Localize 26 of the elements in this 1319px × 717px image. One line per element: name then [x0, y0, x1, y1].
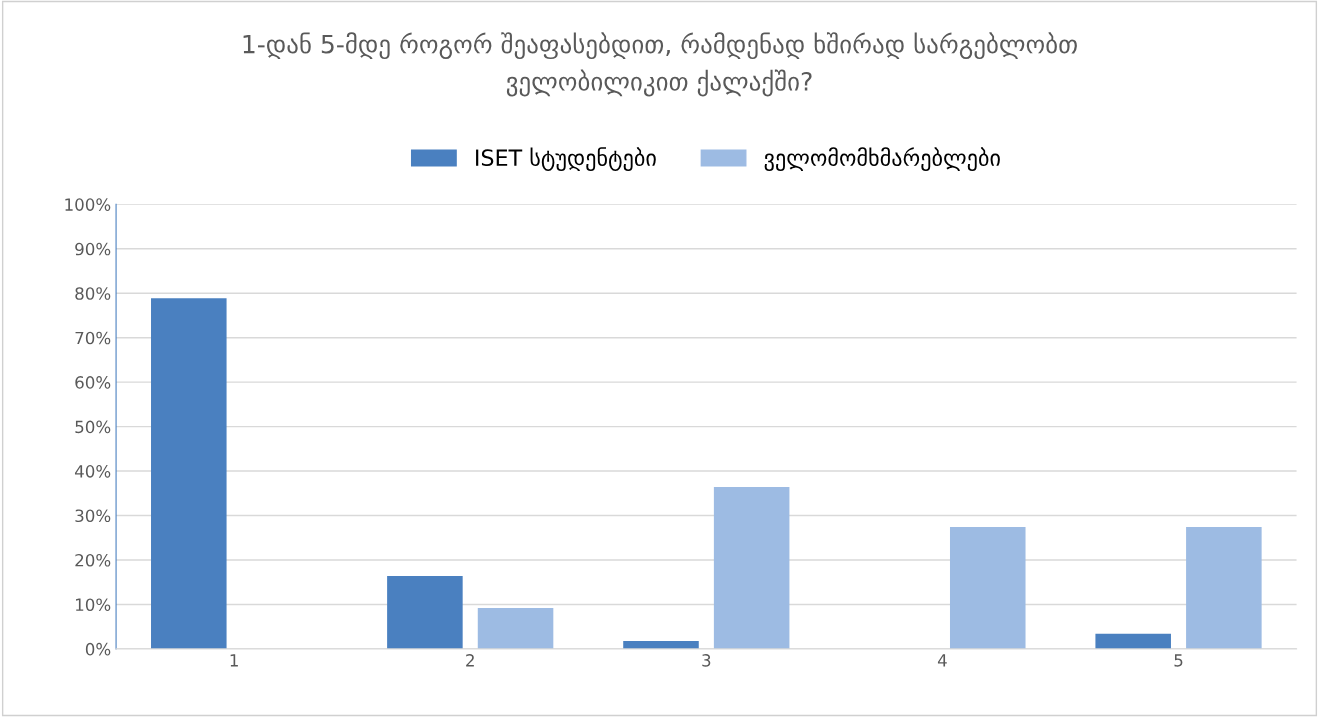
bar — [1095, 633, 1171, 649]
bar — [151, 298, 227, 649]
y-tick-label: 20% — [75, 553, 111, 567]
bar — [1186, 527, 1262, 649]
chart-title: 1-დან 5-მდე როგორ შეაფასებდით, რამდენად ხშირად სარგებლობთ ველობილიკით ქალაქში? — [243, 32, 1077, 97]
y-tick-label: 80% — [75, 287, 111, 300]
y-tick-label: 0% — [85, 642, 111, 656]
y-tick-label: 90% — [75, 242, 111, 256]
y-tick-label: 40% — [74, 465, 111, 478]
x-tick-label: 1 — [230, 654, 238, 667]
y-tick-label: 100% — [65, 198, 111, 211]
legend-label: ველომომხმარებლები — [764, 147, 1000, 172]
y-tick-label: 50% — [75, 420, 111, 434]
bar — [713, 487, 790, 649]
y-tick-label: 10% — [76, 598, 111, 611]
y-tick-label: 70% — [75, 331, 111, 345]
x-tick-label: 3 — [702, 654, 711, 667]
y-tick-label: 30% — [75, 509, 111, 523]
bar — [387, 575, 463, 649]
bar — [477, 607, 554, 649]
y-tick-label: 60% — [75, 376, 111, 389]
x-tick-label: 2 — [466, 654, 474, 667]
x-tick-label: 5 — [1174, 654, 1183, 667]
bar — [949, 527, 1026, 649]
x-tick-label: 4 — [937, 654, 947, 667]
legend-label: ISET სტუდენტები — [476, 147, 656, 172]
